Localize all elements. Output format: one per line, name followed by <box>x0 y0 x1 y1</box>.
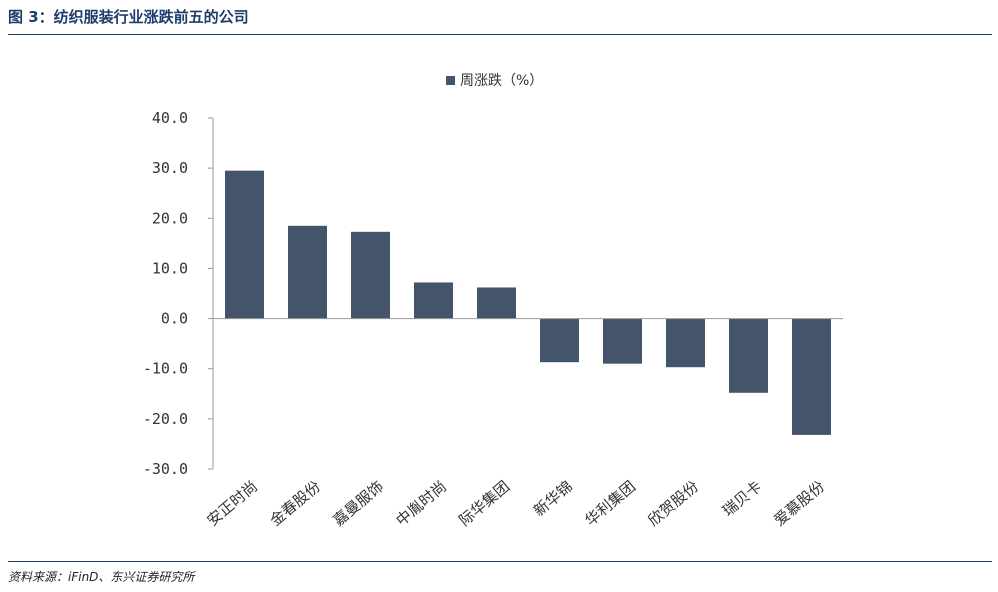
bar-7 <box>603 318 642 364</box>
y-tick-label: -20.0 <box>143 410 188 428</box>
bar-1 <box>225 170 264 319</box>
bar-4 <box>414 282 453 319</box>
x-category-label: 际华集团 <box>456 477 514 529</box>
x-category-label: 欣贺股份 <box>645 477 703 529</box>
x-category-label: 嘉曼服饰 <box>330 477 388 529</box>
y-tick-label: 30.0 <box>152 159 188 177</box>
footer-divider <box>8 561 992 562</box>
x-category-label: 金春股份 <box>267 477 325 529</box>
y-axis: 40.0 30.0 20.0 10.0 0.0 -10.0 -20.0 -30.0 <box>143 109 214 478</box>
legend-swatch <box>446 76 455 85</box>
bar-10 <box>792 318 831 435</box>
y-tick-label: 40.0 <box>152 109 188 127</box>
y-tick-label: -10.0 <box>143 360 188 378</box>
x-category-label: 华利集团 <box>582 477 640 529</box>
bar-2 <box>288 225 327 319</box>
legend: 周涨跌（%） <box>446 73 543 89</box>
y-tick-label: -30.0 <box>143 460 188 478</box>
x-category-label: 安正时尚 <box>204 477 262 529</box>
legend-label: 周涨跌（%） <box>460 73 543 89</box>
source-note: 资料来源：iFinD、东兴证券研究所 <box>8 570 195 584</box>
bar-6 <box>540 318 579 363</box>
figure-title: 图 3：纺织服装行业涨跌前五的公司 <box>8 8 249 26</box>
bar-9 <box>729 318 768 393</box>
title-divider <box>8 34 992 35</box>
bars <box>225 170 831 435</box>
bar-chart: 周涨跌（%） 40.0 30.0 20.0 10.0 0.0 -10.0 -20.0 -30.… <box>143 73 843 530</box>
x-category-label: 爱慕股份 <box>771 477 829 529</box>
x-category-label: 瑞贝卡 <box>719 477 765 520</box>
bar-5 <box>477 287 516 319</box>
x-category-label: 新华锦 <box>530 477 576 520</box>
x-category-label: 中胤时尚 <box>393 477 451 529</box>
y-tick-label: 20.0 <box>152 209 188 227</box>
y-tick-label: 0.0 <box>161 310 188 328</box>
bar-3 <box>351 231 390 319</box>
y-tick-label: 10.0 <box>152 259 188 277</box>
bar-8 <box>666 318 705 368</box>
